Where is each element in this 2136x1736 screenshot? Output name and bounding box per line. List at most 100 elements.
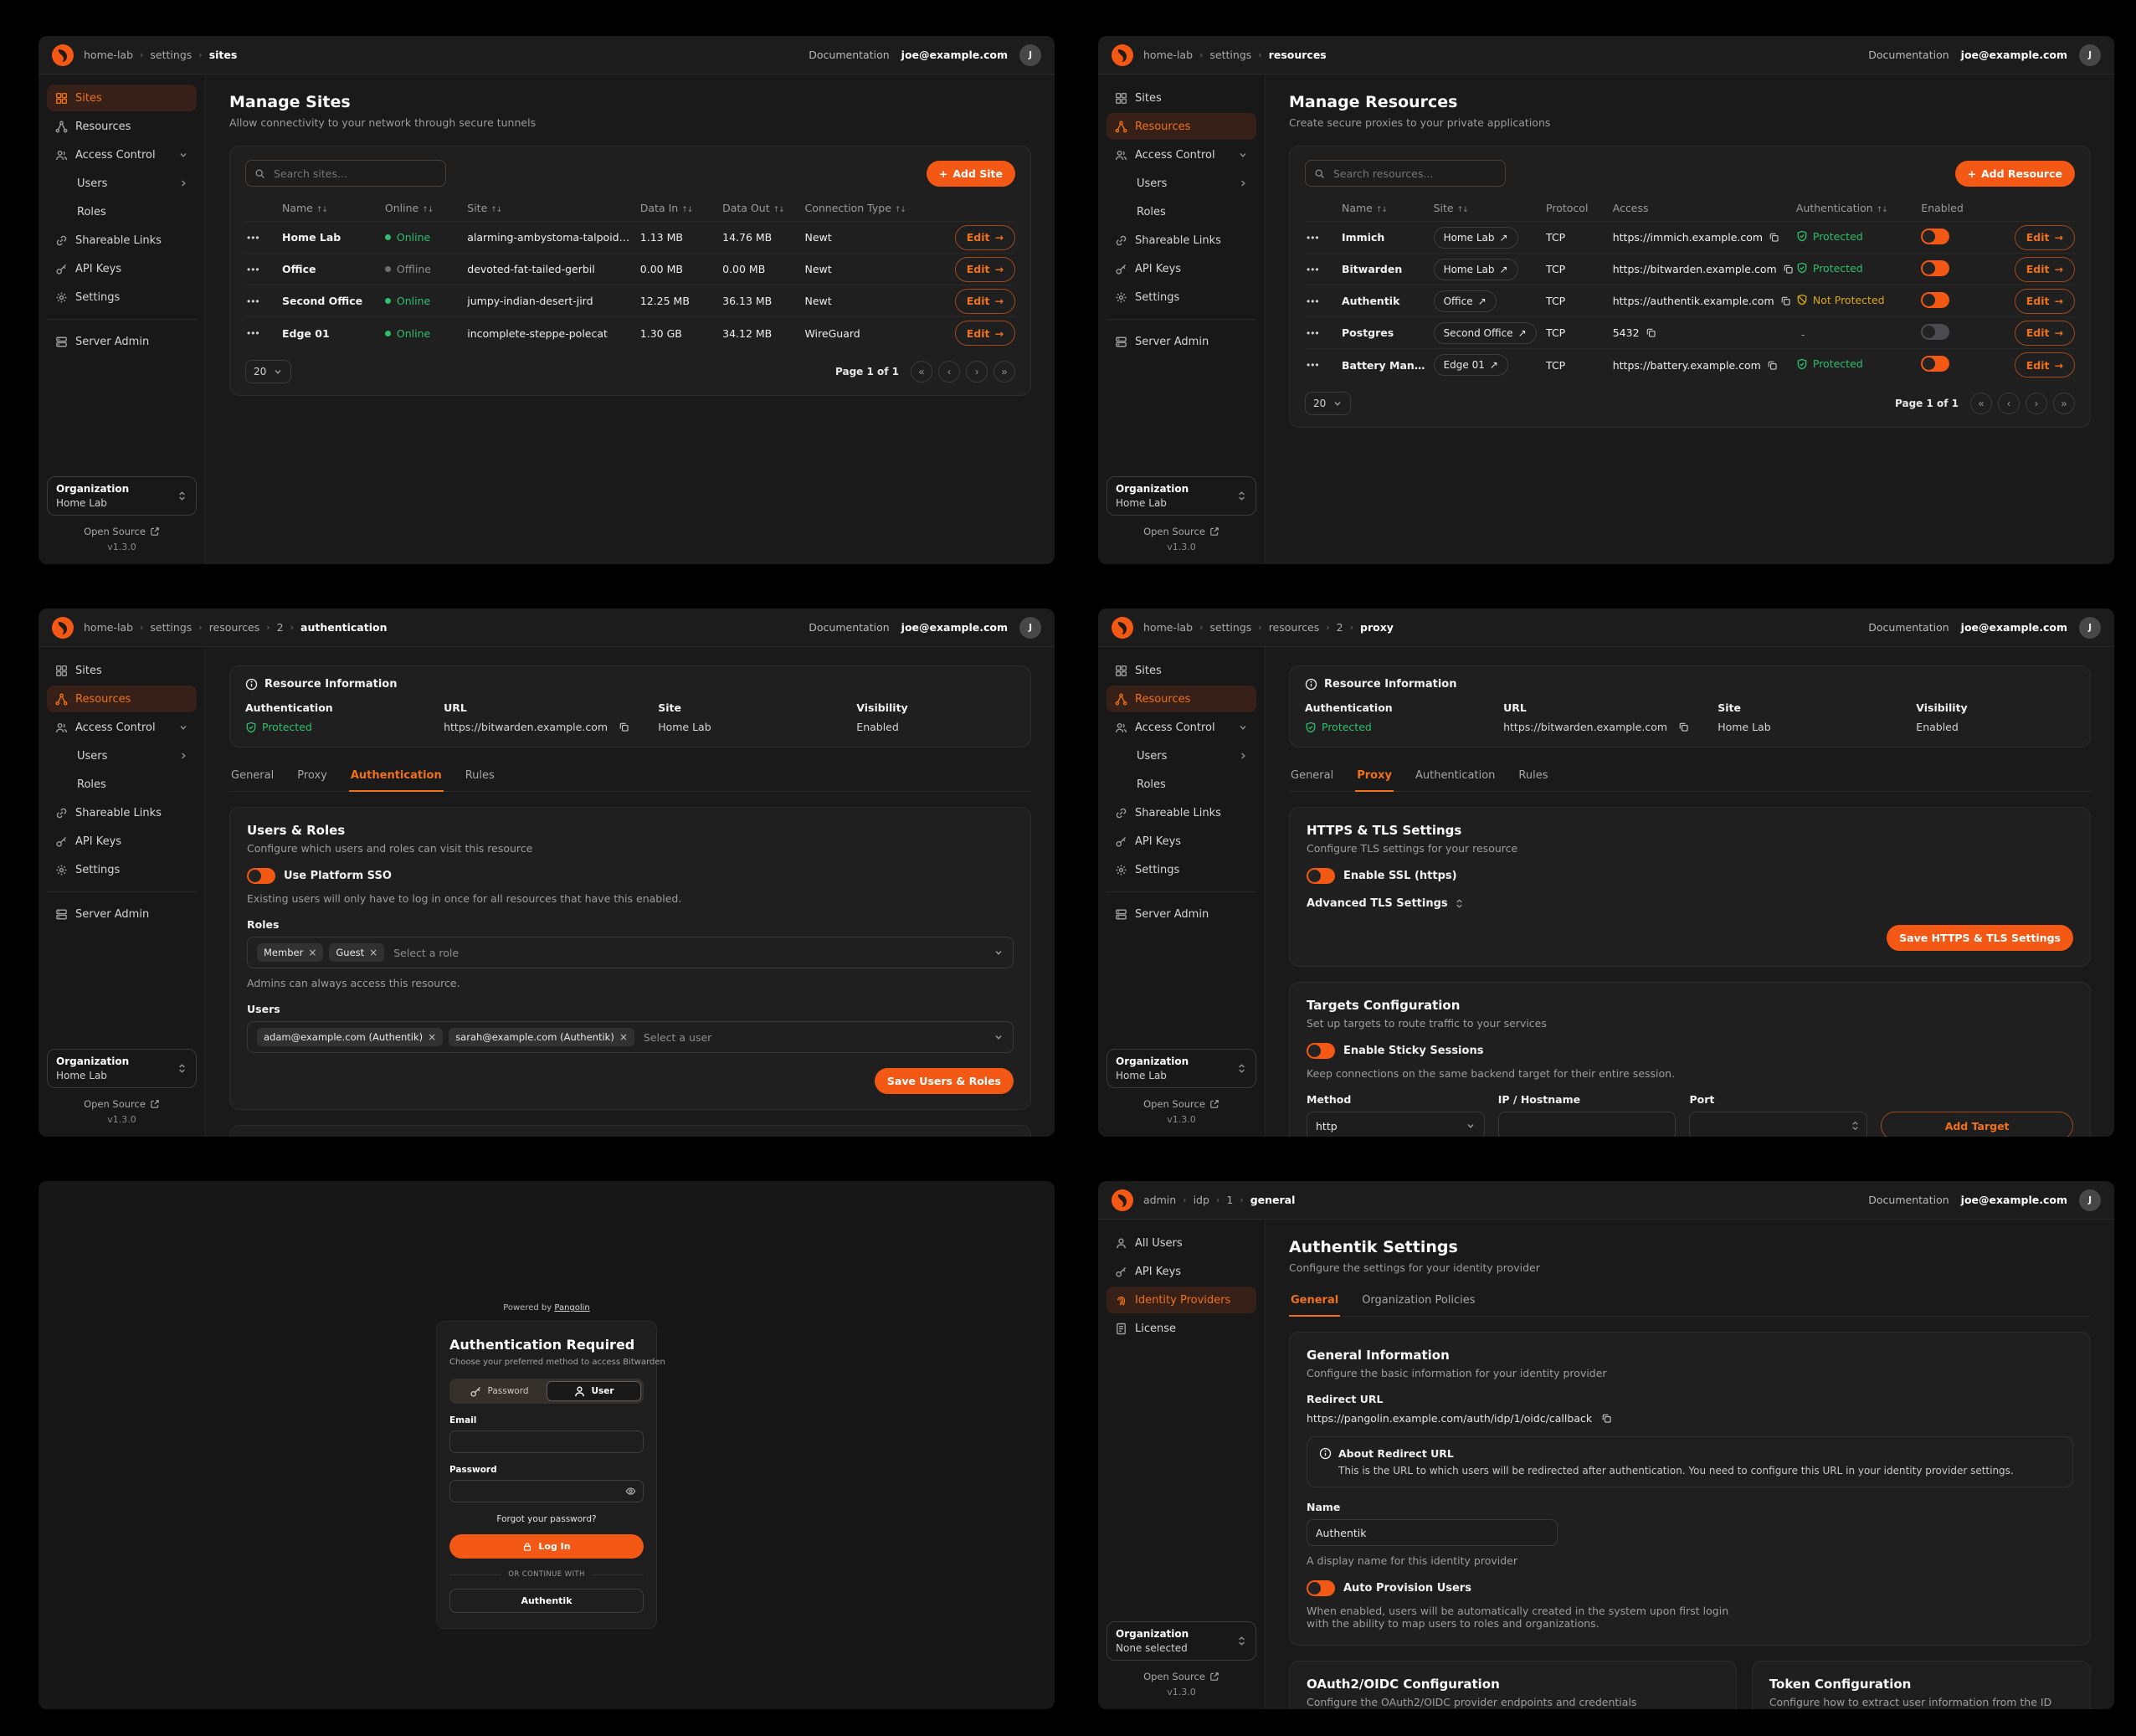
platform-sso-toggle[interactable]	[247, 868, 275, 884]
forgot-password-link[interactable]: Forgot your password?	[496, 1514, 597, 1524]
copy-icon[interactable]	[1769, 232, 1779, 243]
sidebar-item-roles[interactable]: Roles	[1137, 205, 1166, 218]
open-source-link[interactable]: Open Source	[1107, 526, 1256, 537]
user-avatar[interactable]: J	[2079, 1189, 2101, 1211]
documentation-link[interactable]: Documentation	[1868, 1194, 1949, 1206]
sidebar-item-access-control[interactable]: Access Control	[1107, 141, 1256, 168]
breadcrumb-item[interactable]: settings	[1209, 621, 1252, 634]
user-method-tab[interactable]: User	[547, 1381, 641, 1401]
edit-button[interactable]: Edit →	[954, 256, 1015, 282]
ip-hostname-input[interactable]	[1497, 1112, 1676, 1137]
row-menu-button[interactable]: •••	[1305, 232, 1342, 244]
sidebar-item-roles[interactable]: Roles	[77, 778, 106, 791]
first-page-button[interactable]: «	[911, 361, 932, 383]
tab-authentication[interactable]: Authentication	[1415, 769, 1496, 782]
enabled-toggle[interactable]	[1921, 291, 1950, 308]
sidebar-item-all-users[interactable]: All Users	[1107, 1230, 1256, 1256]
first-page-button[interactable]: «	[1970, 393, 1992, 414]
breadcrumb-item[interactable]: 1	[1226, 1194, 1234, 1206]
prev-page-button[interactable]: ‹	[938, 361, 960, 383]
sidebar-item-roles[interactable]: Roles	[1137, 778, 1166, 791]
sidebar-item-resources[interactable]: Resources	[1107, 113, 1256, 140]
name-input[interactable]	[1307, 1519, 1558, 1546]
tab-general[interactable]: General	[231, 769, 275, 782]
email-field[interactable]	[449, 1430, 644, 1453]
edit-button[interactable]: Edit →	[2014, 224, 2075, 250]
sidebar-item-api-keys[interactable]: API Keys	[1107, 255, 1256, 282]
page-size-select[interactable]: 20	[1305, 392, 1352, 415]
breadcrumb-item[interactable]: 2	[1336, 621, 1343, 634]
tab-general[interactable]: General	[1289, 1287, 1341, 1317]
sidebar-item-server-admin[interactable]: Server Admin	[1107, 328, 1256, 355]
user-email[interactable]: joe@example.com	[901, 621, 1008, 634]
remove-chip-icon[interactable]: ×	[369, 947, 378, 958]
edit-button[interactable]: Edit →	[2014, 256, 2075, 282]
enabled-toggle[interactable]	[1921, 323, 1950, 340]
tab-rules[interactable]: Rules	[465, 769, 495, 782]
last-page-button[interactable]: »	[994, 361, 1015, 383]
save-users-roles-button[interactable]: Save Users & Roles	[874, 1068, 1014, 1094]
next-page-button[interactable]: ›	[966, 361, 988, 383]
row-menu-button[interactable]: •••	[245, 264, 282, 275]
row-menu-button[interactable]: •••	[1305, 295, 1342, 307]
open-source-link[interactable]: Open Source	[47, 526, 197, 537]
edit-button[interactable]: Edit →	[954, 321, 1015, 346]
column-header-name[interactable]: Name ↑↓	[282, 202, 328, 214]
column-header-authentication[interactable]: Authentication ↑↓	[1795, 202, 1888, 214]
org-picker[interactable]: Organization Home Lab	[47, 1049, 197, 1088]
column-header-data-out[interactable]: Data Out ↑↓	[722, 202, 785, 214]
row-menu-button[interactable]: •••	[245, 232, 282, 244]
breadcrumb-item[interactable]: resources	[208, 621, 260, 634]
password-method-tab[interactable]: Password	[452, 1381, 547, 1401]
sidebar-item-settings[interactable]: Settings	[1107, 856, 1256, 883]
tab-organization-policies[interactable]: Organization Policies	[1362, 1294, 1476, 1307]
roles-select[interactable]: Member × Guest × Select a role	[247, 937, 1014, 968]
edit-button[interactable]: Edit →	[954, 224, 1015, 250]
user-email[interactable]: joe@example.com	[901, 49, 1008, 61]
sidebar-item-shareable-links[interactable]: Shareable Links	[1107, 799, 1256, 826]
user-avatar[interactable]: J	[2079, 616, 2101, 639]
edit-button[interactable]: Edit →	[2014, 320, 2075, 346]
method-select[interactable]: http	[1307, 1112, 1485, 1137]
copy-icon[interactable]	[1646, 327, 1656, 338]
breadcrumb-item[interactable]: settings	[1209, 49, 1252, 61]
tab-rules[interactable]: Rules	[1518, 769, 1548, 782]
save-tls-button[interactable]: Save HTTPS & TLS Settings	[1887, 925, 2073, 951]
enabled-toggle[interactable]	[1921, 356, 1950, 372]
documentation-link[interactable]: Documentation	[809, 621, 890, 634]
prev-page-button[interactable]: ‹	[1998, 393, 2020, 414]
sidebar-item-sites[interactable]: Sites	[47, 85, 197, 111]
user-email[interactable]: joe@example.com	[1960, 621, 2067, 634]
sidebar-item-server-admin[interactable]: Server Admin	[47, 901, 197, 927]
sidebar-item-api-keys[interactable]: API Keys	[1107, 828, 1256, 855]
documentation-link[interactable]: Documentation	[809, 49, 890, 61]
edit-button[interactable]: Edit →	[2014, 352, 2075, 378]
password-field[interactable]	[449, 1480, 644, 1502]
column-header-site[interactable]: Site ↑↓	[1433, 202, 1469, 214]
user-avatar[interactable]: J	[1019, 44, 1041, 66]
enable-ssl-toggle[interactable]	[1307, 868, 1335, 884]
org-picker[interactable]: Organization None selected	[1107, 1621, 1256, 1661]
breadcrumb-item[interactable]: idp	[1193, 1194, 1209, 1206]
copy-icon[interactable]	[1678, 722, 1689, 732]
breadcrumb-item[interactable]: home-lab	[84, 621, 134, 634]
sidebar-item-users[interactable]: Users	[1107, 170, 1256, 197]
user-avatar[interactable]: J	[2079, 44, 2101, 66]
row-menu-button[interactable]: •••	[1305, 264, 1342, 275]
next-page-button[interactable]: ›	[2026, 393, 2047, 414]
sidebar-item-api-keys[interactable]: API Keys	[47, 828, 197, 855]
tab-proxy[interactable]: Proxy	[297, 769, 327, 782]
breadcrumb-item[interactable]: settings	[150, 621, 193, 634]
authentik-sso-button[interactable]: Authentik	[449, 1589, 644, 1613]
sidebar-item-api-keys[interactable]: API Keys	[1107, 1258, 1256, 1285]
sidebar-item-access-control[interactable]: Access Control	[47, 714, 197, 741]
column-header-data-in[interactable]: Data In ↑↓	[639, 202, 694, 214]
copy-icon[interactable]	[1601, 1413, 1612, 1424]
users-select[interactable]: adam@example.com (Authentik) × sarah@exam…	[247, 1021, 1014, 1053]
sidebar-item-server-admin[interactable]: Server Admin	[1107, 901, 1256, 927]
sidebar-item-users[interactable]: Users	[1107, 742, 1256, 769]
breadcrumb-item[interactable]: admin	[1143, 1194, 1177, 1206]
sidebar-item-shareable-links[interactable]: Shareable Links	[47, 227, 197, 254]
add-site-button[interactable]: + Add Site	[926, 160, 1015, 187]
copy-icon[interactable]	[619, 722, 629, 732]
